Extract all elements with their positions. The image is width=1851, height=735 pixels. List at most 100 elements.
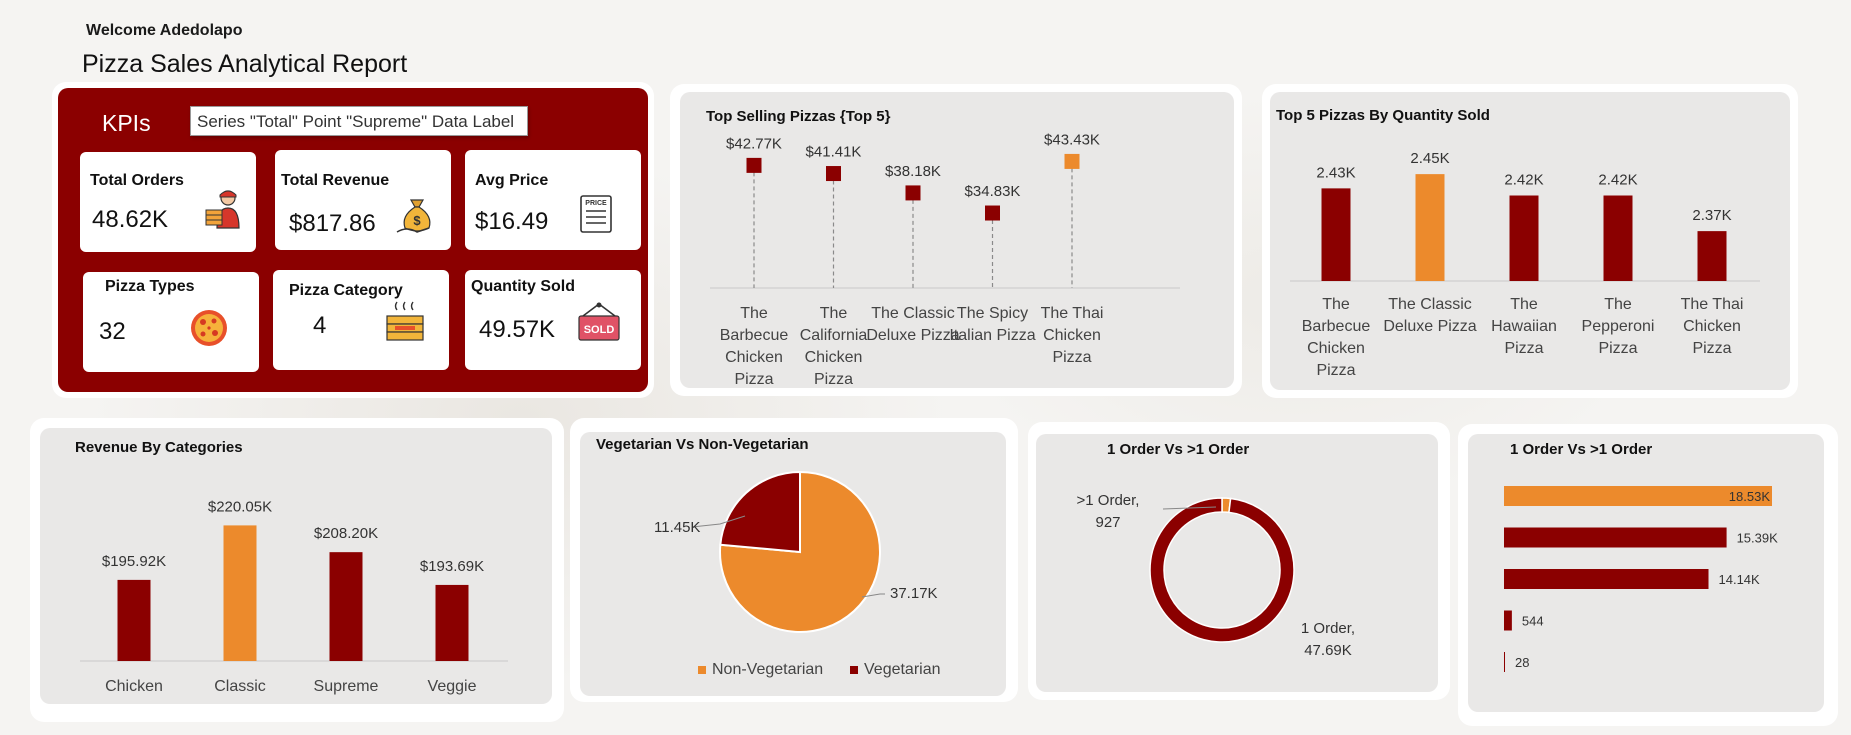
data-label: 2.42K: [1598, 172, 1637, 189]
data-label: 15.39K: [1737, 531, 1779, 546]
delivery-person-icon: [205, 190, 240, 229]
category-label: Classic: [214, 678, 266, 695]
kpi-label: Total Revenue: [281, 172, 390, 189]
data-label-tooltip: Series "Total" Point "Supreme" Data Labe…: [190, 106, 528, 136]
category-label: Veggie: [428, 678, 477, 695]
data-point: [1064, 153, 1080, 169]
data-label: 28: [1515, 655, 1529, 670]
bar: [1697, 231, 1727, 281]
kpi-title: KPIs: [102, 110, 151, 136]
category-label: The Barbecue Chicken Pizza: [720, 305, 789, 388]
bar: [223, 525, 257, 661]
data-label: 18.53K: [1729, 489, 1771, 504]
data-label: $41.41K: [806, 144, 862, 161]
pizza-box-icon: [386, 301, 424, 341]
data-label: $193.69K: [420, 558, 484, 575]
category-label: The Classic Deluxe Pizza: [866, 305, 959, 344]
data-label: 544: [1522, 614, 1544, 629]
bar: [1504, 569, 1709, 589]
data-label: 2.42K: [1504, 172, 1543, 189]
pie-slice: [719, 470, 801, 554]
kpi-value: $817.86: [289, 210, 376, 237]
top-quantity-chart: 2.43K The Barbecue Chicken Pizza 2.45K The Cla…: [1290, 150, 1760, 379]
data-label: >1 Order, 927: [1077, 492, 1140, 531]
kpi-label: Avg Price: [475, 172, 549, 189]
veg-title: Vegetarian Vs Non-Vegetarian: [596, 436, 809, 453]
legend-swatch: [850, 666, 858, 674]
top-selling-panel: [680, 92, 1234, 388]
top-quantity-title: Top 5 Pizzas By Quantity Sold: [1276, 107, 1490, 124]
bar: [435, 584, 469, 661]
kpi-value: 48.62K: [92, 206, 169, 233]
kpi-card-avg-price[interactable]: Avg Price $16.49 PRICE: [465, 150, 641, 250]
donut-chart: >1 Order, 927 1 Order, 47.69K: [1077, 492, 1356, 659]
legend-swatch: [698, 666, 706, 674]
data-label: 11.45K: [654, 519, 700, 536]
data-label: $38.18K: [885, 163, 941, 180]
category-label: The Classic Deluxe Pizza: [1383, 296, 1476, 335]
kpi-value: 32: [99, 318, 126, 345]
bar: [1504, 527, 1727, 548]
data-label: 14.14K: [1719, 572, 1761, 587]
price-list-icon: PRICE: [580, 195, 612, 233]
kpi-card-total-revenue[interactable]: Total Revenue $817.86 $: [275, 150, 451, 250]
kpi-card-pizza-types[interactable]: Pizza Types 32: [83, 272, 259, 372]
data-label: $42.77K: [726, 135, 782, 152]
top-selling-title: Top Selling Pizzas {Top 5}: [706, 108, 891, 125]
order-bars-title: 1 Order Vs >1 Order: [1510, 441, 1653, 458]
category-label: Supreme: [314, 678, 379, 695]
data-label: $43.43K: [1044, 131, 1100, 148]
donut-panel: [1036, 434, 1438, 692]
kpi-card-total-orders[interactable]: Total Orders 48.62K: [80, 152, 256, 252]
data-point: [905, 185, 921, 201]
data-point: [826, 166, 841, 182]
category-label: The Thai Chicken Pizza: [1681, 296, 1744, 357]
leader-line: [861, 593, 885, 598]
data-label: $34.83K: [965, 183, 1021, 200]
revenue-title: Revenue By Categories: [75, 439, 243, 456]
revenue-chart: $195.92K Chicken $220.05K Classic $208.20K Su…: [80, 498, 508, 695]
sold-sign-text: SOLD: [584, 324, 615, 336]
pizza-icon: [191, 310, 227, 346]
donut-slice: [1149, 497, 1295, 643]
bar: [1321, 188, 1351, 281]
data-label: $195.92K: [102, 553, 166, 570]
bar: [1415, 174, 1445, 281]
order-bars-chart: 18.53K 15.39K 14.14K 544 28: [1504, 486, 1779, 672]
leader-line: [1162, 506, 1217, 510]
kpi-value: $16.49: [475, 208, 549, 235]
page-title: Pizza Sales Analytical Report: [82, 50, 408, 78]
category-label: The Hawaiian Pizza: [1491, 296, 1557, 357]
kpi-card-quantity-sold[interactable]: Quantity Sold 49.57K SOLD: [465, 270, 641, 370]
welcome-text: Welcome Adedolapo: [86, 22, 243, 39]
bar: [1504, 652, 1505, 672]
sold-sign-icon: SOLD: [578, 302, 620, 341]
bar: [117, 579, 151, 661]
veg-chart: 11.45K 37.17K Non-Vegetarian Vegetarian: [654, 470, 941, 678]
donut-title: 1 Order Vs >1 Order: [1107, 441, 1250, 458]
category-label: The California Chicken Pizza: [800, 305, 868, 388]
kpi-label: Pizza Types: [105, 278, 195, 295]
money-bag-icon: $: [396, 199, 431, 233]
data-label: $208.20K: [314, 525, 378, 542]
bar: [1504, 610, 1512, 631]
data-label: $220.05K: [208, 498, 272, 515]
kpi-value: 4: [313, 312, 327, 339]
legend-label: Non-Vegetarian: [712, 661, 823, 678]
data-label: 2.37K: [1692, 207, 1731, 224]
category-label: The Spicy Italian Pizza: [949, 305, 1035, 344]
top-selling-chart: $42.77K The Barbecue Chicken Pizza $41.41K The…: [710, 131, 1180, 388]
category-label: The Barbecue Chicken Pizza: [1302, 296, 1371, 379]
category-label: Chicken: [105, 678, 163, 695]
data-point: [985, 205, 1000, 221]
bar: [1509, 195, 1539, 281]
bar: [1504, 486, 1772, 506]
bar: [1603, 195, 1633, 281]
kpi-label: Quantity Sold: [471, 278, 575, 295]
kpi-value: 49.57K: [479, 316, 556, 343]
category-label: The Pepperoni Pizza: [1582, 296, 1655, 357]
data-label: 1 Order, 47.69K: [1301, 620, 1355, 659]
bar: [329, 552, 363, 661]
svg-text:$: $: [413, 213, 421, 228]
kpi-card-pizza-category[interactable]: Pizza Category 4: [273, 270, 449, 370]
